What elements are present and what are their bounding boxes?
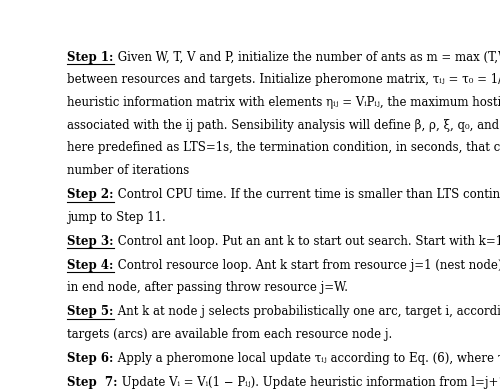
Text: Step 6:: Step 6:: [67, 352, 114, 365]
Text: Given W, T, V and P, initialize the number of ants as m = max (T,W), maximum num: Given W, T, V and P, initialize the numb…: [114, 50, 500, 63]
Text: jump to Step 11.: jump to Step 11.: [67, 211, 166, 224]
Text: heuristic information matrix with elements ηᵢⱼ = VᵢPᵢⱼ, the maximum hostility re: heuristic information matrix with elemen…: [67, 96, 500, 109]
Text: Step 3:: Step 3:: [67, 235, 114, 248]
Text: targets (arcs) are available from each resource node j.: targets (arcs) are available from each r…: [67, 328, 392, 341]
Text: Step 2:: Step 2:: [67, 188, 114, 201]
Text: Apply a pheromone local update τᵢⱼ according to Eq. (6), where τ₀ is given in St: Apply a pheromone local update τᵢⱼ accor…: [114, 352, 500, 365]
Text: Step 1:: Step 1:: [67, 50, 114, 63]
Text: Control CPU time. If the current time is smaller than LTS continue to the next s: Control CPU time. If the current time is…: [114, 188, 500, 201]
Text: Control resource loop. Ant k start from resource j=1 (nest node), and go in sequ: Control resource loop. Ant k start from …: [114, 259, 500, 272]
Text: Step 5:: Step 5:: [67, 305, 114, 318]
Text: associated with the ij path. Sensibility analysis will define β, ρ, ξ, q₀, and l: associated with the ij path. Sensibility…: [67, 119, 500, 132]
Text: here predefined as LTS=1s, the termination condition, in seconds, that controls : here predefined as LTS=1s, the terminati…: [67, 142, 500, 154]
Text: Step  7:: Step 7:: [67, 376, 117, 389]
Text: between resources and targets. Initialize pheromone matrix, τᵢⱼ = τ₀ = 1/(m f(S): between resources and targets. Initializ…: [67, 73, 500, 86]
Text: number of iterations: number of iterations: [67, 164, 190, 177]
Text: Update Vᵢ = Vᵢ(1 − Pᵢⱼ). Update heuristic information from l=j+1 to W, ηᵢℓ = VᵢP: Update Vᵢ = Vᵢ(1 − Pᵢⱼ). Update heuristi…: [118, 376, 500, 389]
Text: Ant k at node j selects probabilistically one arc, target i, according to Eq. (5: Ant k at node j selects probabilisticall…: [114, 305, 500, 318]
Text: in end node, after passing throw resource j=W.: in end node, after passing throw resourc…: [67, 282, 348, 294]
Text: Step 4:: Step 4:: [67, 259, 114, 272]
Text: Control ant loop. Put an ant k to start out search. Start with k=1 and go until : Control ant loop. Put an ant k to start …: [114, 235, 500, 248]
